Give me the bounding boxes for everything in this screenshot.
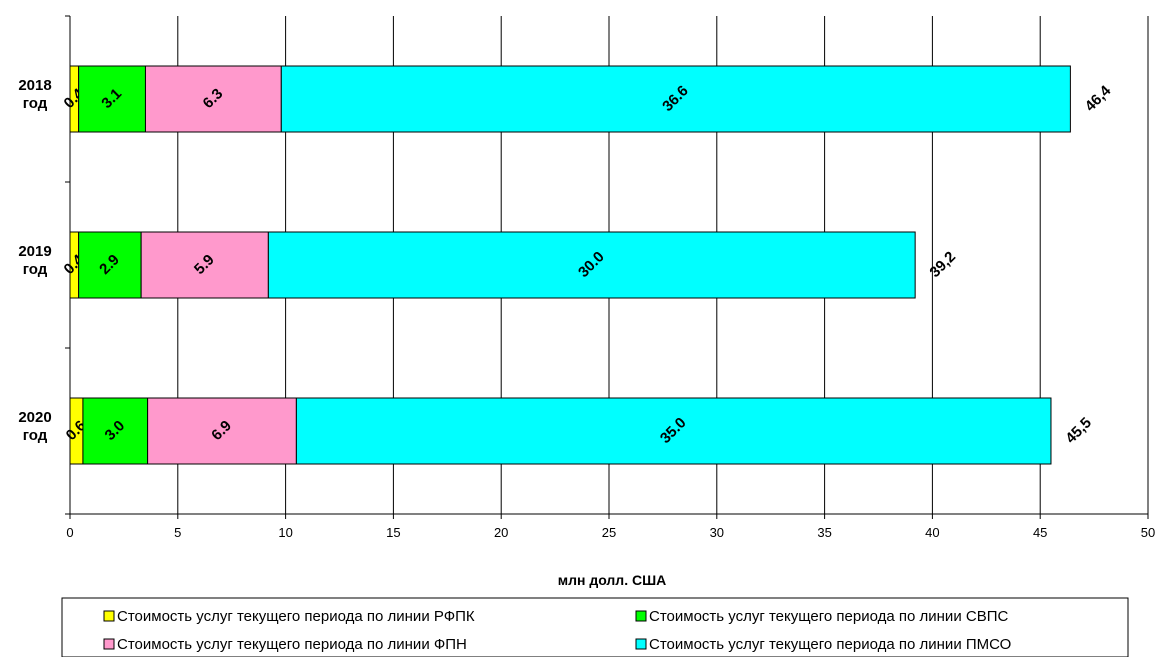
bar-segment [147,397,297,465]
x-axis-title: млн долл. США [558,572,667,588]
x-tick-label: 0 [66,525,73,540]
legend-swatch [103,638,115,650]
x-tick-label: 35 [817,525,831,540]
bar-segment [144,65,282,133]
legend-label: Стоимость услуг текущего периода по лини… [117,636,467,653]
x-tick-label: 5 [174,525,181,540]
legend-label: Стоимость услуг текущего периода по лини… [117,608,475,625]
axes: 0 5 10 15 20 25 30 35 40 45 50 [65,15,1155,540]
x-tick-label: 15 [386,525,400,540]
legend-label: Стоимость услуг текущего периода по лини… [649,636,1011,653]
legend: Стоимость услуг текущего периода по лини… [61,597,1129,657]
bar-segment [140,231,269,299]
x-tick-label: 40 [925,525,939,540]
bar-segment [82,397,149,465]
bars: 0.4 3.1 6.3 36.6 46,40.4 2.9 5.9 30.0 39,20.6 3.0… [61,65,1115,465]
legend-label: Стоимость услуг текущего периода по лини… [649,608,1008,625]
total-label: 45,5 [1062,414,1095,447]
total-label: 39,2 [926,248,959,281]
x-tick-label: 45 [1033,525,1047,540]
category-label: 2018 год [18,77,51,112]
x-tick-label: 20 [494,525,508,540]
bar-segment [295,397,1052,465]
x-tick-label: 25 [602,525,616,540]
x-tick-label: 10 [278,525,292,540]
legend-box [61,597,1129,657]
legend-swatch [635,610,647,622]
x-tick-label: 50 [1141,525,1155,540]
legend-swatch [103,610,115,622]
legend-swatch [635,638,647,650]
category-labels: 2018 год 2019 год 2020 год [18,77,51,444]
total-label: 46,4 [1082,82,1115,115]
x-tick-label: 30 [710,525,724,540]
category-label: 2020 год [18,409,51,444]
category-label: 2019 год [18,243,51,278]
bar-segment [267,231,916,299]
bar-segment [280,65,1071,133]
